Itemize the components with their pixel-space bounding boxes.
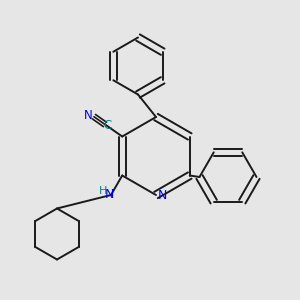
Text: N: N <box>105 188 114 202</box>
Text: C: C <box>103 119 112 133</box>
Text: N: N <box>84 109 93 122</box>
Text: H: H <box>98 186 107 197</box>
Text: N: N <box>157 189 167 203</box>
